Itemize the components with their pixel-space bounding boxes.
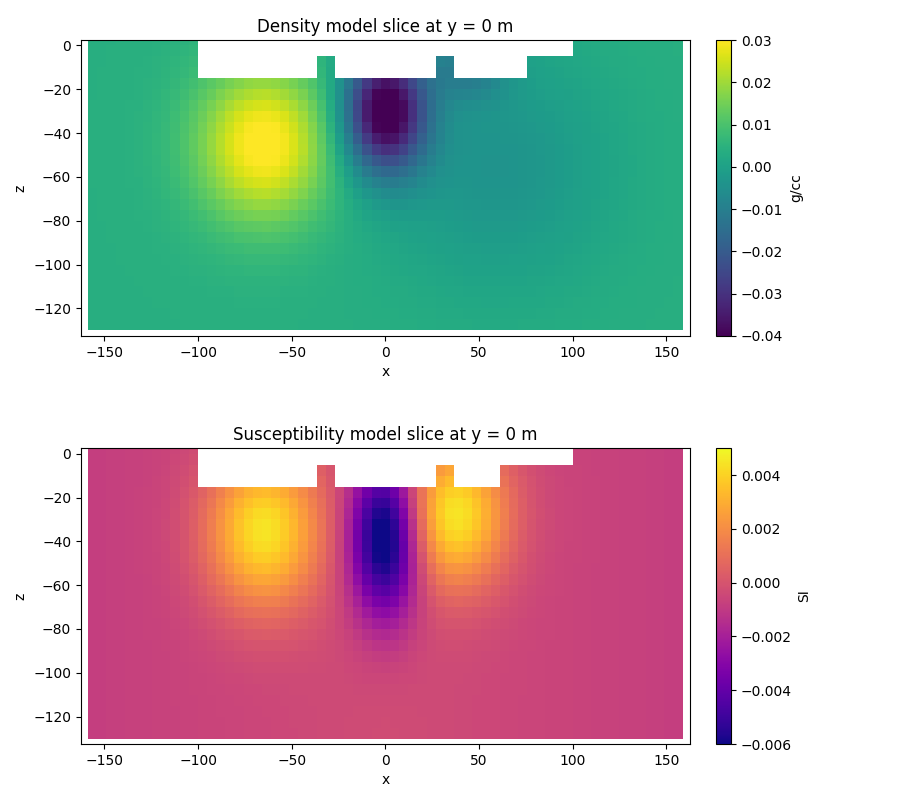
Y-axis label: g/cc: g/cc	[788, 174, 803, 202]
X-axis label: x: x	[382, 774, 390, 787]
X-axis label: x: x	[382, 365, 390, 379]
Y-axis label: SI: SI	[797, 590, 812, 602]
Title: Susceptibility model slice at y = 0 m: Susceptibility model slice at y = 0 m	[233, 426, 537, 444]
Title: Density model slice at y = 0 m: Density model slice at y = 0 m	[257, 18, 514, 36]
Y-axis label: z: z	[14, 184, 28, 191]
Y-axis label: z: z	[14, 593, 28, 600]
